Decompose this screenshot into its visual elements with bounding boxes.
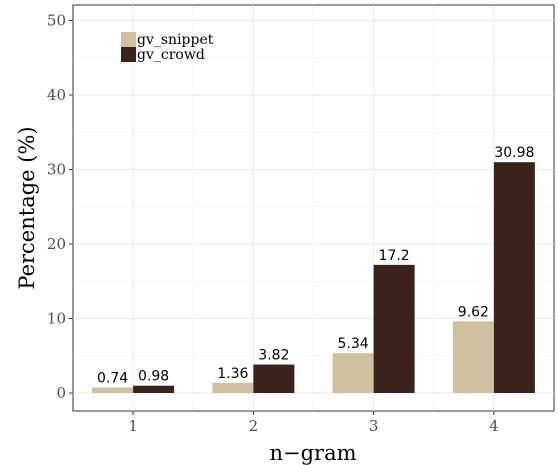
legend-label-gv_snippet: gv_snippet	[137, 32, 214, 48]
y-tick-label: 0	[56, 384, 66, 402]
legend-label-gv_crowd: gv_crowd	[137, 47, 205, 63]
y-tick-label: 40	[47, 86, 66, 104]
data-label-gv_snippet-1: 0.74	[97, 370, 128, 386]
bar-gv_snippet-2	[212, 382, 254, 393]
data-label-gv_snippet-4: 9.62	[458, 304, 489, 320]
bar-gv_snippet-4	[452, 321, 494, 393]
y-tick-label: 20	[47, 235, 66, 253]
bar-gv_crowd-3	[373, 264, 415, 393]
x-tick-label: 1	[128, 417, 138, 435]
x-axis: 1 2 3 4	[128, 411, 499, 435]
bars	[92, 162, 535, 393]
y-tick-label: 10	[47, 310, 66, 328]
legend-key-gv_snippet	[121, 32, 136, 47]
bar-gv_snippet-3	[332, 353, 374, 393]
y-axis-title: Percentage (%)	[15, 126, 39, 289]
bar-gv_crowd-4	[493, 162, 535, 393]
data-label-gv_snippet-3: 5.34	[338, 336, 369, 352]
y-tick-label: 50	[47, 12, 66, 30]
y-tick-label: 30	[47, 161, 66, 179]
data-label-gv_crowd-2: 3.82	[258, 348, 289, 364]
legend-key-gv_crowd	[121, 47, 136, 62]
bar-gv_crowd-2	[253, 364, 295, 393]
bar-gv_snippet-1	[92, 387, 134, 393]
data-label-gv_snippet-2: 1.36	[217, 366, 248, 382]
data-label-gv_crowd-1: 0.98	[138, 369, 169, 385]
bar-gv_crowd-1	[133, 385, 175, 393]
data-label-gv_crowd-3: 17.2	[379, 248, 410, 264]
x-axis-title: n−gram	[269, 441, 356, 465]
y-axis: 0 10 20 30 40 50	[47, 12, 73, 402]
x-tick-label: 2	[249, 417, 259, 435]
x-tick-label: 4	[489, 417, 499, 435]
data-labels: 0.74 1.36 5.34 9.62 0.98 3.82 17.2 30.98	[97, 145, 534, 386]
data-label-gv_crowd-4: 30.98	[494, 145, 534, 161]
x-tick-label: 3	[369, 417, 379, 435]
